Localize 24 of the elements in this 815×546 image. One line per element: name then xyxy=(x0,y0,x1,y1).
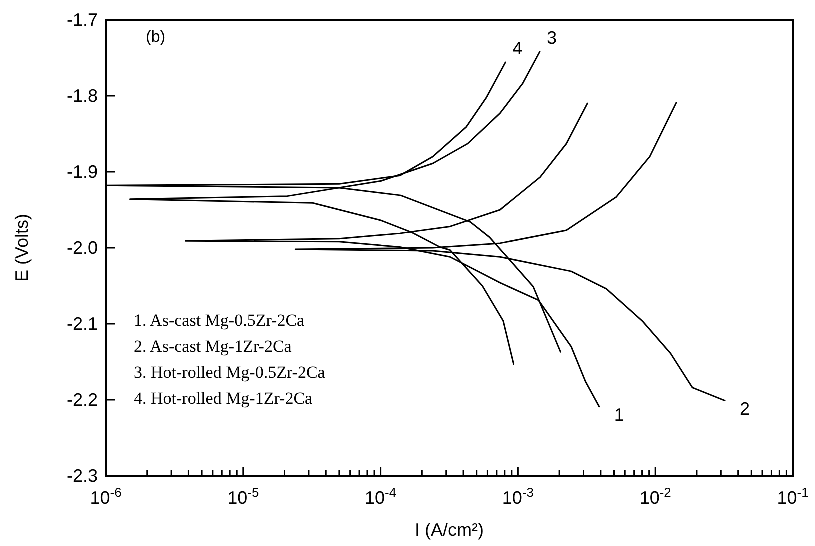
y-tick-label: -1.9 xyxy=(66,162,98,182)
x-tick-label: 10$^{-6}$ xyxy=(90,484,122,508)
x-axis-title: I (A/cm²) xyxy=(415,520,484,540)
annotation: 2. As-cast Mg-1Zr-2Ca xyxy=(134,337,292,356)
annotation: 3. Hot-rolled Mg-0.5Zr-2Ca xyxy=(134,363,326,382)
annotation: 4 xyxy=(512,38,523,59)
y-tick-label: -2.3 xyxy=(66,466,98,486)
y-tick-label: -2.2 xyxy=(66,390,98,410)
x-tick-label: 10$^{-2}$ xyxy=(640,484,672,508)
annotation: 2 xyxy=(740,398,750,419)
annotation: 4. Hot-rolled Mg-1Zr-2Ca xyxy=(134,389,314,408)
y-tick-label: -1.8 xyxy=(66,86,98,106)
x-tick-label: 10$^{-3}$ xyxy=(502,484,534,508)
y-tick-label: -1.7 xyxy=(66,10,98,30)
x-tick-label: 10$^{-1}$ xyxy=(777,484,809,508)
annotation: 1. As-cast Mg-0.5Zr-2Ca xyxy=(134,311,306,330)
y-axis-title: E (Volts) xyxy=(12,214,32,282)
y-tick-label: -2.0 xyxy=(66,238,98,258)
annotation: 1 xyxy=(614,404,624,425)
y-tick-label: -2.1 xyxy=(66,314,98,334)
x-tick-label: 10$^{-4}$ xyxy=(365,484,397,508)
annotation: (b) xyxy=(146,29,166,46)
x-tick-label: 10$^{-5}$ xyxy=(228,484,260,508)
annotation: 3 xyxy=(546,28,557,48)
